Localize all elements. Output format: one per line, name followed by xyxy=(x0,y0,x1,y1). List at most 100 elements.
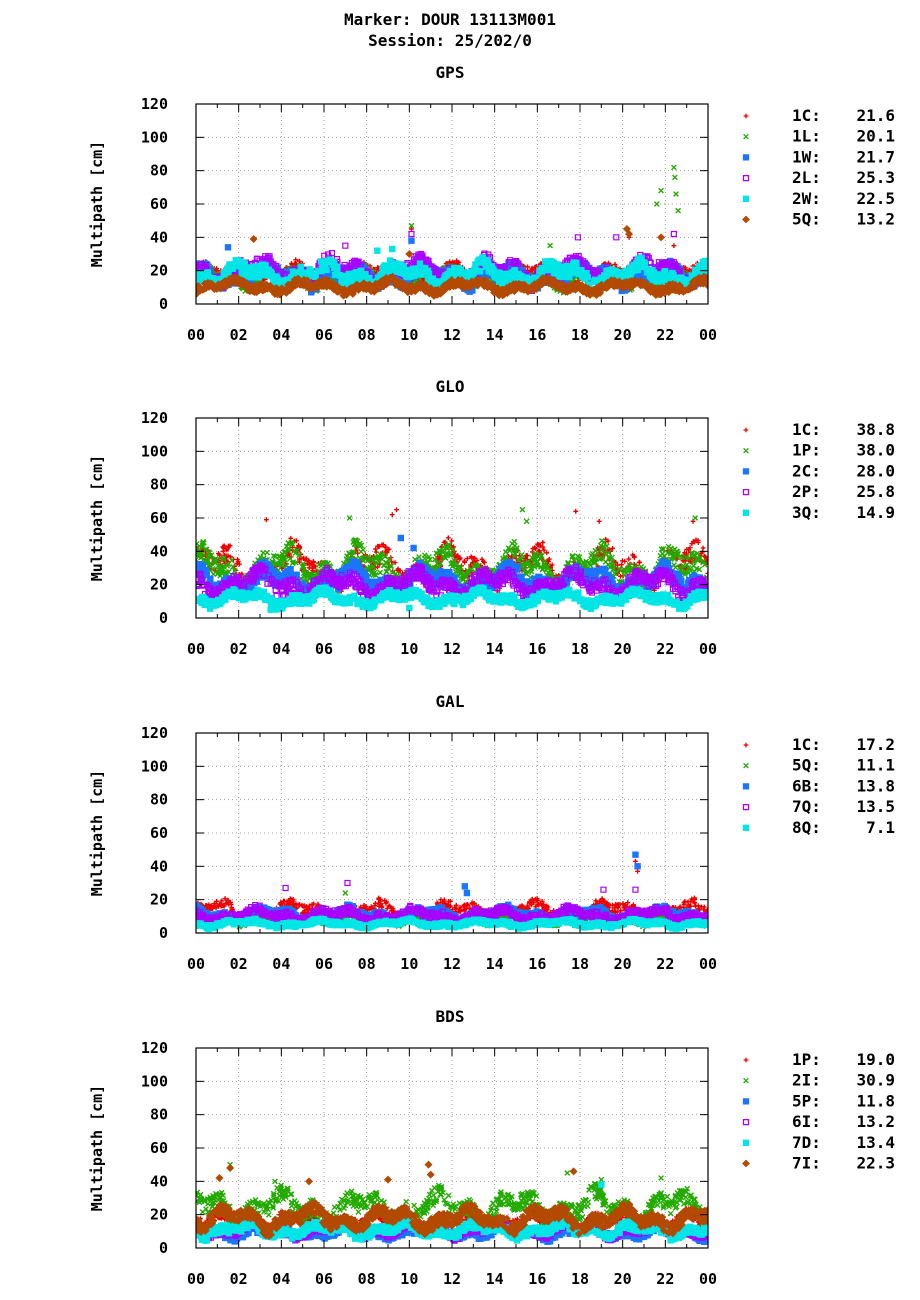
data-point xyxy=(417,250,424,258)
data-point xyxy=(525,264,530,270)
data-point xyxy=(666,285,675,294)
data-point xyxy=(262,272,269,279)
data-point xyxy=(285,281,294,290)
legend-marker xyxy=(743,133,749,140)
legend-label: 1C: xyxy=(792,106,821,125)
data-point xyxy=(240,259,247,266)
data-point xyxy=(559,273,567,281)
data-point xyxy=(590,278,598,286)
data-point xyxy=(316,280,325,289)
x-tick-label: 08 xyxy=(358,326,376,344)
data-point xyxy=(572,281,581,290)
data-point xyxy=(634,263,642,270)
data-point xyxy=(351,270,358,277)
data-point xyxy=(288,535,294,541)
x-tick-label: 02 xyxy=(230,326,248,344)
data-point xyxy=(607,278,616,287)
legend-label: 2W: xyxy=(792,189,821,208)
data-point xyxy=(690,279,699,288)
data-point xyxy=(405,267,412,275)
data-point xyxy=(570,261,577,268)
data-point xyxy=(496,274,503,281)
data-point xyxy=(499,290,508,299)
data-point xyxy=(626,267,633,274)
data-point xyxy=(422,264,429,272)
data-point-outlier xyxy=(408,222,415,229)
data-point xyxy=(421,280,430,289)
data-point-outlier xyxy=(670,230,677,238)
data-point xyxy=(445,283,454,292)
data-point xyxy=(325,281,334,290)
legend-marker xyxy=(742,195,750,202)
data-point xyxy=(506,259,513,266)
data-point xyxy=(650,284,659,293)
data-point xyxy=(447,276,456,285)
data-point xyxy=(248,265,255,272)
data-point xyxy=(699,258,707,266)
data-point xyxy=(206,279,215,288)
data-point xyxy=(532,284,541,293)
data-point xyxy=(202,284,211,292)
legend-label: 5Q: xyxy=(792,210,821,229)
data-point xyxy=(294,538,299,544)
y-tick-label: 120 xyxy=(141,95,168,113)
data-point xyxy=(346,284,355,293)
data-point xyxy=(242,283,251,292)
data-point xyxy=(269,276,277,284)
y-axis-label: Multipath [cm] xyxy=(88,141,106,267)
data-point xyxy=(351,257,359,264)
data-point xyxy=(529,265,535,271)
data-point xyxy=(365,280,374,289)
data-point xyxy=(262,262,269,269)
data-point xyxy=(263,284,272,293)
legend-item-2L: 2L: 25.3 xyxy=(742,168,895,187)
data-point xyxy=(446,267,453,275)
data-point xyxy=(602,272,609,279)
data-point xyxy=(392,278,401,287)
x-tick-label: 20 xyxy=(614,326,632,344)
data-point xyxy=(373,546,378,552)
y-tick-label: 60 xyxy=(150,195,168,213)
data-point-outlier xyxy=(574,234,581,241)
data-point xyxy=(557,264,564,271)
data-point-outlier xyxy=(653,201,660,207)
data-point xyxy=(491,268,498,275)
data-point xyxy=(640,263,647,270)
data-point xyxy=(268,270,275,277)
data-point xyxy=(360,271,367,278)
data-point xyxy=(352,281,361,290)
y-tick-label: 20 xyxy=(150,262,168,280)
data-point-outlier xyxy=(408,230,415,238)
data-points xyxy=(196,164,708,300)
data-point xyxy=(225,269,232,276)
data-point xyxy=(382,268,390,275)
data-point xyxy=(564,282,573,291)
data-point-outlier xyxy=(613,234,620,241)
legend-marker xyxy=(742,174,750,182)
data-point xyxy=(352,260,359,267)
data-point xyxy=(547,260,555,267)
data-point xyxy=(553,279,562,288)
data-point xyxy=(439,282,448,291)
data-point xyxy=(374,280,383,289)
data-point xyxy=(252,283,261,292)
data-point xyxy=(339,279,347,287)
x-tick-label: 22 xyxy=(656,326,674,344)
data-point xyxy=(297,263,304,270)
data-point-outlier xyxy=(625,230,634,238)
data-point xyxy=(649,276,657,283)
data-point xyxy=(305,270,313,278)
data-point xyxy=(220,279,229,288)
data-point xyxy=(618,269,625,276)
data-point xyxy=(612,262,618,267)
data-point xyxy=(474,258,481,266)
x-tick-label: 06 xyxy=(315,326,333,344)
data-point xyxy=(445,535,451,541)
data-point-outlier xyxy=(374,247,381,254)
data-point xyxy=(670,259,678,266)
data-point xyxy=(359,284,368,293)
data-point xyxy=(538,274,547,283)
